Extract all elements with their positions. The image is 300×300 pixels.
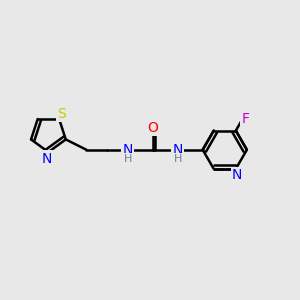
Text: H: H <box>123 154 132 164</box>
Text: O: O <box>147 121 158 135</box>
Text: N: N <box>122 143 133 157</box>
Text: H: H <box>173 154 182 164</box>
Text: N: N <box>42 152 52 166</box>
Text: N: N <box>172 143 183 157</box>
Text: F: F <box>242 112 250 126</box>
Text: N: N <box>232 168 242 182</box>
Text: S: S <box>57 107 66 121</box>
